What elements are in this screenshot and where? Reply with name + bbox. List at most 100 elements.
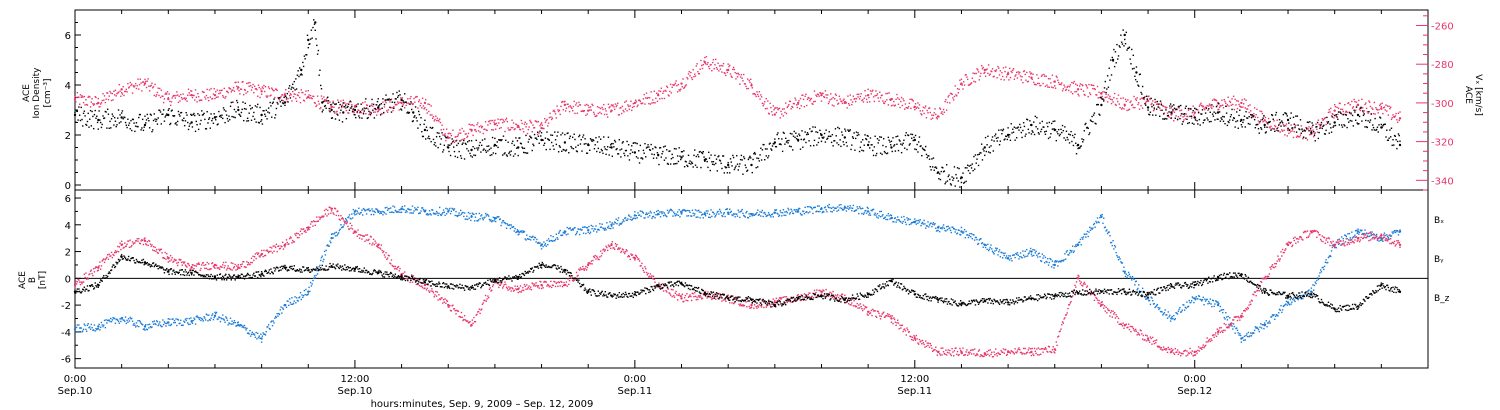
by-point [91,326,93,329]
velocity-point [966,76,968,78]
velocity-point [900,100,902,103]
velocity-point [1227,96,1229,98]
density-point [1240,124,1243,126]
density-point [343,106,345,108]
by-point [736,215,739,217]
velocity-datapoint [726,68,730,72]
velocity-point [442,134,444,136]
density-point [542,139,544,141]
velocity-point [737,72,739,75]
by-point [358,213,361,215]
density-point [900,151,903,154]
velocity-point [1070,91,1072,93]
density-point [352,108,355,110]
by-point [717,210,719,213]
velocity-point [670,92,673,94]
velocity-point [1394,115,1397,117]
by-point [431,209,433,211]
density-point [616,147,618,150]
velocity-point [991,68,994,70]
velocity-point [668,95,670,97]
by-point [651,217,653,220]
by-point [810,207,813,209]
density-point [799,134,801,137]
velocity-point [1012,69,1014,72]
by-point [615,218,617,220]
velocity-point [616,104,618,106]
velocity-point [728,65,730,68]
density-point [692,166,694,168]
velocity-point [473,129,476,131]
density-point [780,143,782,146]
by-point [808,206,810,208]
by-point [892,221,894,223]
density-point [292,83,294,85]
velocity-datapoint [633,101,637,105]
density-point [390,111,393,113]
velocity-point [1220,105,1222,107]
velocity-point [825,94,827,96]
density-point [92,127,95,130]
velocity-point [592,111,595,114]
density-point [701,151,703,154]
by-point [257,332,259,335]
density-point [845,141,848,144]
velocity-point [1153,108,1155,111]
density-point [1181,123,1183,125]
density-point [732,156,735,159]
density-point [856,134,858,137]
velocity-point [1073,80,1075,83]
density-point [1010,123,1012,125]
by-point [725,208,727,211]
by-point [634,217,637,220]
by-point [589,232,591,235]
density-point [1296,115,1299,117]
by-point [215,311,218,314]
density-point [568,137,571,140]
velocity-point [931,117,934,119]
density-point [574,138,576,141]
density-point [975,162,977,164]
density-point [1003,139,1005,141]
velocity-point [1107,94,1110,96]
density-point [1323,124,1325,127]
density-point [1335,113,1337,116]
density-datapoint [890,146,893,149]
density-point [503,153,505,155]
by-point [209,319,211,321]
by-point [1043,255,1045,257]
by-point [813,206,815,209]
by-point [963,228,966,231]
velocity-point [439,121,442,124]
density-point [1312,130,1315,133]
velocity-point [102,93,104,95]
density-point [682,155,684,157]
velocity-point [724,72,726,75]
velocity-point [241,81,243,83]
by-point [966,234,968,236]
density-point [1378,124,1380,126]
velocity-point [365,104,368,106]
density-point [1051,128,1054,130]
density-point [699,150,701,153]
density-datapoint [703,158,707,162]
by-point [1042,257,1044,259]
density-point [759,154,761,156]
by-point [208,314,210,316]
density-point [1103,100,1105,102]
density-point [474,154,477,157]
density-point [1292,116,1295,118]
velocity-point [831,104,834,106]
velocity-point [351,109,354,111]
velocity-point [1050,82,1052,84]
velocity-datapoint [1240,101,1243,105]
by-point [869,214,872,216]
density-point [715,162,717,165]
velocity-point [970,83,972,85]
velocity-point [787,105,789,108]
by-point [460,213,463,215]
density-point [412,120,414,122]
velocity-point [995,69,998,71]
velocity-point [743,83,746,85]
velocity-point [452,129,454,131]
